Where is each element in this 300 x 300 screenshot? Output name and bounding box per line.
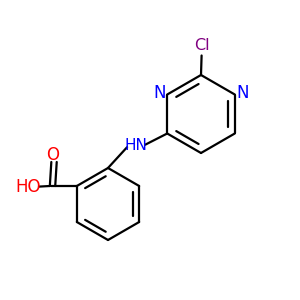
Text: O: O <box>46 146 59 164</box>
Text: N: N <box>154 84 166 102</box>
Text: N: N <box>236 84 248 102</box>
Text: HO: HO <box>15 178 41 196</box>
Text: HN: HN <box>125 138 148 153</box>
Text: Cl: Cl <box>194 38 209 52</box>
